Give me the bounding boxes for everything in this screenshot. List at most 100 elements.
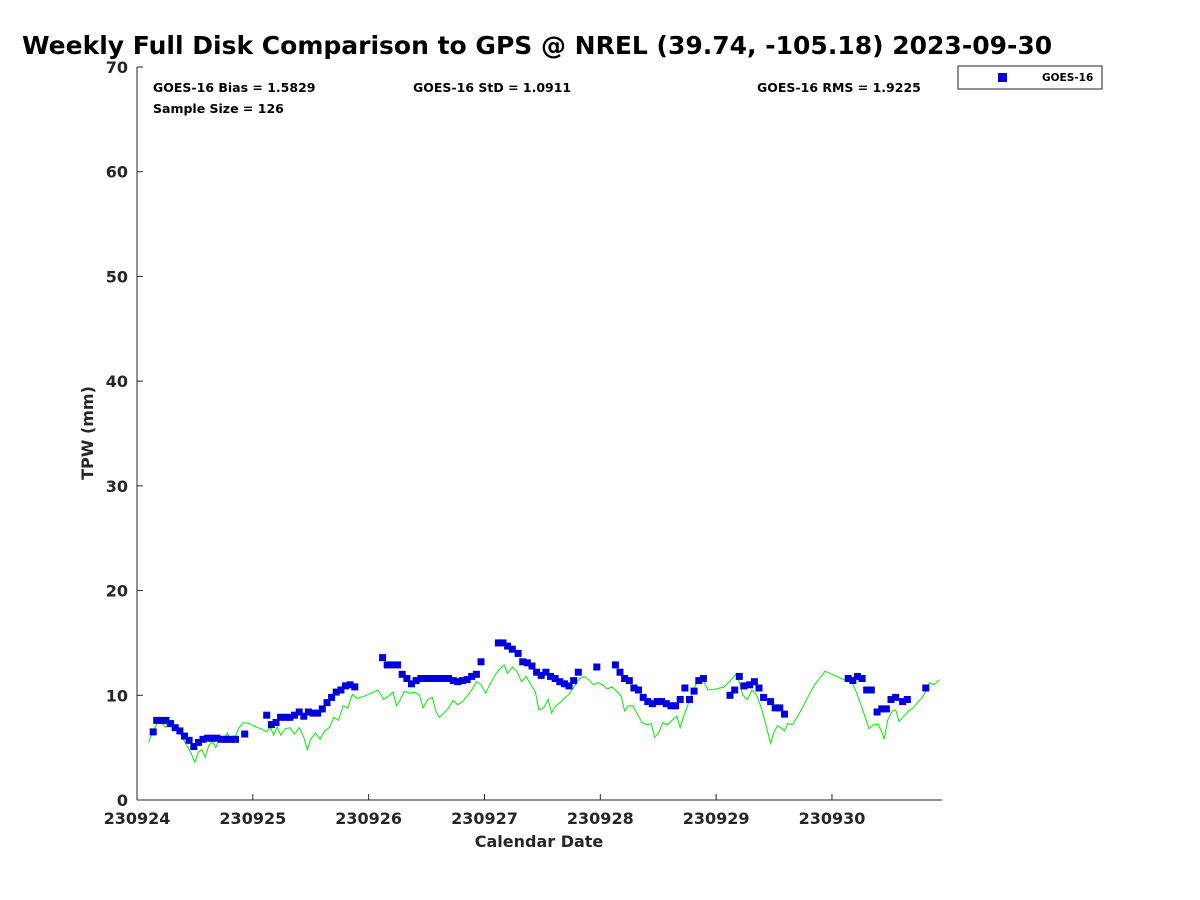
x-tick-label: 230930 [799, 809, 866, 828]
legend-goes-label: GOES-16 [1042, 72, 1093, 84]
goes-point [621, 675, 629, 682]
goes-point [755, 684, 763, 692]
goes-point [232, 735, 239, 743]
goes-point [408, 680, 415, 688]
goes-point [776, 704, 784, 712]
goes-point [309, 709, 317, 717]
goes-point [514, 649, 522, 657]
goes-point [383, 661, 391, 669]
y-axis-label: TPW (mm) [78, 386, 97, 480]
x-tick-label: 230928 [567, 809, 634, 828]
goes-point [440, 675, 448, 682]
legend-box [957, 65, 1103, 90]
goes-point [570, 677, 578, 685]
goes-point [740, 682, 748, 690]
goes-point [635, 686, 642, 694]
goes-point [681, 684, 689, 692]
goes-point [449, 677, 457, 685]
std-stat: GOES-16 StD = 1.0911 [413, 80, 571, 95]
goes-point [639, 693, 647, 701]
goes-point [767, 698, 775, 706]
goes-point [314, 709, 322, 717]
goes-point [625, 677, 633, 685]
goes-point [468, 672, 476, 680]
goes-point [878, 705, 886, 713]
goes-point [463, 676, 471, 684]
goes-point [867, 686, 875, 694]
goes-point [412, 677, 420, 685]
goes-point [849, 677, 857, 685]
goes-point [547, 672, 554, 680]
goes-point [346, 681, 354, 689]
goes-point [844, 675, 852, 682]
goes-point [300, 712, 308, 720]
goes-point [190, 743, 198, 751]
goes-point [286, 713, 294, 721]
goes-point [403, 675, 411, 682]
goes-point [263, 711, 271, 719]
goes-point [222, 735, 230, 743]
goes-point [533, 668, 541, 676]
goes-point [472, 670, 480, 678]
goes-point [328, 693, 336, 701]
goes-point [445, 675, 453, 682]
goes-point [267, 721, 275, 729]
goes-point [318, 705, 326, 713]
goes-point [351, 683, 359, 691]
goes-point [342, 682, 349, 690]
goes-point [417, 675, 425, 682]
goes-point [204, 734, 212, 742]
goes-point [504, 642, 512, 650]
goes-point [181, 732, 188, 740]
goes-point [332, 688, 340, 696]
goes-point [690, 687, 698, 695]
goes-point [241, 730, 249, 738]
gps-series [148, 664, 941, 764]
bias-stat: GOES-16 Bias = 1.5829 [153, 80, 315, 95]
goes-point [394, 661, 402, 669]
goes-point [157, 716, 165, 724]
goes-point [523, 659, 531, 667]
goes-point [435, 675, 443, 682]
goes-point [454, 678, 462, 686]
goes-point [194, 738, 202, 746]
y-tick-label: 0 [117, 791, 128, 810]
goes-point [519, 658, 527, 666]
goes-point [171, 724, 179, 732]
sample-size-stat: Sample Size = 126 [153, 101, 284, 116]
goes-point [771, 704, 779, 712]
x-tick-label: 230927 [451, 809, 518, 828]
x-tick-label: 230925 [219, 809, 286, 828]
goes-point [873, 708, 881, 716]
goes-point [676, 696, 684, 703]
x-tick-label: 230926 [335, 809, 402, 828]
goes-point [421, 675, 429, 682]
goes-point [176, 727, 184, 735]
goes-point [735, 672, 743, 680]
legend: GOES-16 [957, 65, 1103, 90]
goes-point [611, 661, 619, 669]
chart-title: Weekly Full Disk Comparison to GPS @ NRE… [22, 31, 1052, 60]
goes-point [574, 668, 582, 676]
goes-point [858, 675, 866, 682]
goes-point [185, 736, 193, 744]
goes-point [922, 684, 930, 692]
goes-point [662, 700, 670, 708]
goes-point [760, 693, 768, 701]
goes-point [277, 713, 285, 721]
goes-point [162, 716, 170, 724]
goes-point [863, 686, 871, 694]
rms-stat: GOES-16 RMS = 1.9225 [757, 80, 921, 95]
goes-point [731, 686, 739, 694]
plot-area: 0 10 20 30 40 50 60 70 230924 230925 230926 230927… [104, 58, 942, 828]
goes-point [899, 698, 907, 706]
y-tick-label: 40 [106, 372, 128, 391]
goes-point [499, 639, 507, 647]
goes-point [882, 705, 890, 713]
y-tick-label: 20 [106, 582, 128, 601]
goes-point [537, 671, 545, 679]
goes-point [726, 691, 734, 699]
goes-series [149, 639, 930, 751]
goes-point [887, 696, 895, 703]
